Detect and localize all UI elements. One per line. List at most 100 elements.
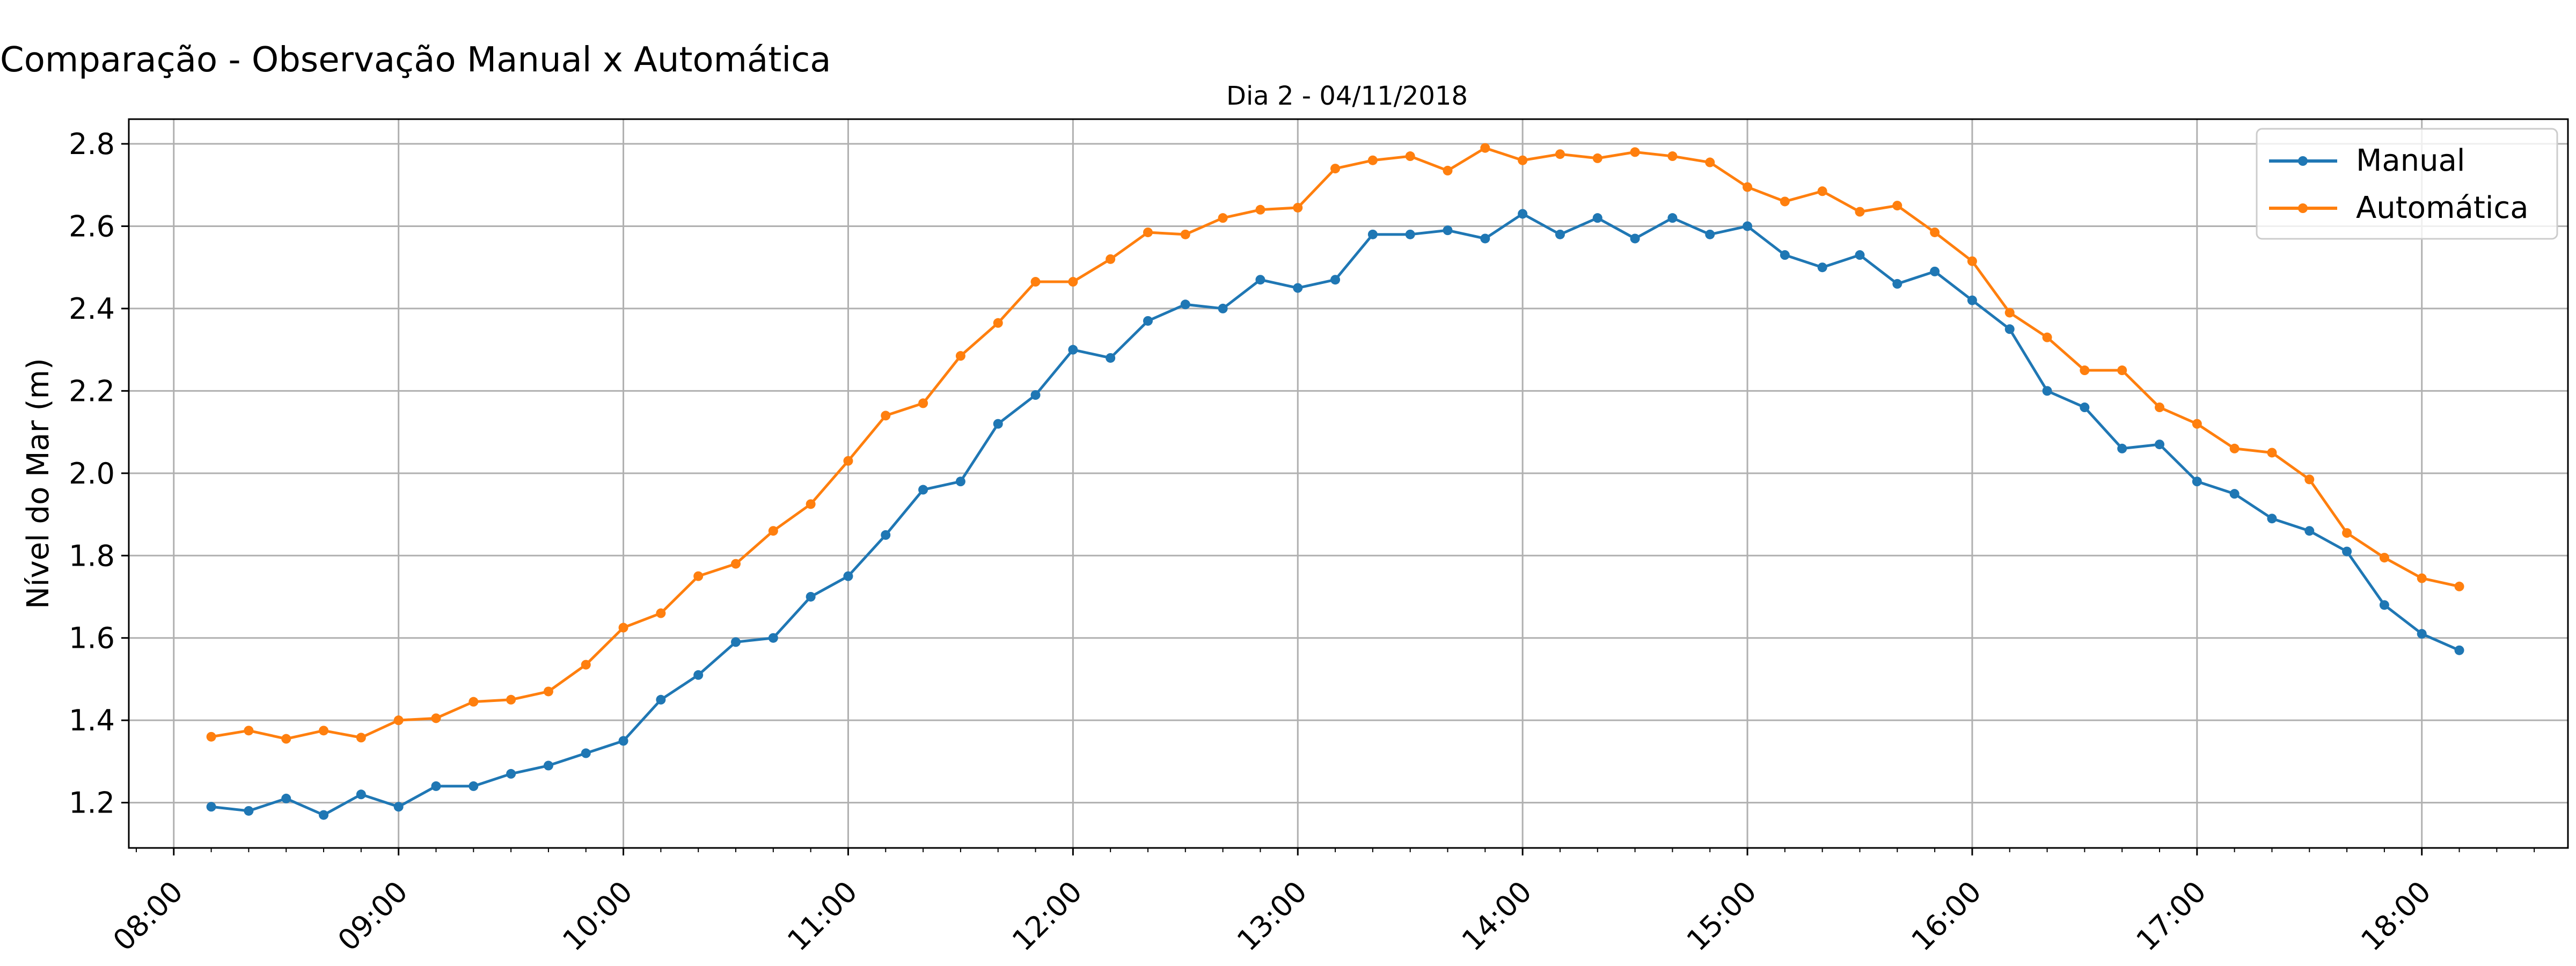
x-tick-label: 08:00	[106, 875, 189, 958]
data-point-automatica	[244, 726, 254, 736]
data-point-automatica	[1930, 227, 1940, 237]
data-point-automatica	[2304, 474, 2315, 485]
y-tick-label: 2.6	[69, 209, 115, 243]
data-point-automatica	[1218, 213, 1228, 223]
data-point-automatica	[431, 713, 441, 723]
data-point-automatica	[469, 697, 479, 707]
data-point-automatica	[506, 694, 516, 705]
data-point-manual	[656, 694, 666, 705]
data-point-manual	[1480, 233, 1490, 244]
data-point-automatica	[1106, 254, 1116, 264]
data-point-manual	[1592, 213, 1602, 223]
data-point-manual	[618, 736, 628, 746]
data-point-manual	[1518, 209, 1528, 219]
data-point-automatica	[1143, 227, 1153, 237]
series-line-automatica	[210, 147, 2461, 741]
data-point-automatica	[731, 559, 741, 569]
y-tick-label: 2.2	[69, 374, 115, 408]
data-point-automatica	[806, 499, 816, 509]
y-tick-label: 2.8	[69, 127, 115, 161]
data-point-manual	[2267, 514, 2277, 524]
data-point-manual	[1030, 390, 1041, 400]
data-point-automatica	[618, 623, 628, 633]
data-point-manual	[693, 670, 704, 680]
data-point-manual	[1367, 229, 1378, 239]
data-point-manual	[955, 477, 965, 487]
figure-title: Comparação - Observação Manual x Automát…	[0, 40, 831, 80]
data-point-manual	[2042, 386, 2052, 396]
data-point-manual	[2155, 440, 2165, 450]
x-tick-label: 11:00	[781, 875, 864, 958]
data-point-manual	[543, 760, 553, 771]
data-point-manual	[1892, 279, 1902, 289]
data-point-manual	[1255, 275, 1265, 285]
y-tick-label: 2.0	[69, 457, 115, 491]
data-point-automatica	[1630, 147, 1640, 157]
data-point-automatica	[2192, 419, 2202, 429]
data-point-manual	[1667, 213, 1678, 223]
data-point-manual	[2342, 546, 2352, 557]
x-tick-label: 17:00	[2129, 875, 2213, 958]
data-point-automatica	[656, 608, 666, 618]
data-point-automatica	[1180, 229, 1190, 239]
data-point-manual	[1630, 233, 1640, 244]
data-point-manual	[1967, 295, 1977, 305]
data-point-manual	[843, 571, 853, 581]
data-point-manual	[1143, 316, 1153, 326]
data-point-automatica	[1255, 204, 1265, 215]
data-point-manual	[2117, 443, 2127, 453]
plot-frame	[128, 118, 2569, 849]
data-point-automatica	[1293, 202, 1303, 213]
data-point-automatica	[319, 726, 329, 736]
data-point-automatica	[1443, 165, 1453, 175]
data-point-manual	[356, 789, 366, 800]
data-point-automatica	[1367, 155, 1378, 165]
data-point-automatica	[918, 398, 928, 408]
data-point-manual	[993, 419, 1003, 429]
data-point-automatica	[281, 734, 291, 744]
data-point-manual	[393, 802, 404, 812]
data-point-automatica	[1592, 153, 1602, 163]
data-point-automatica	[2379, 553, 2389, 563]
data-point-automatica	[1030, 277, 1041, 287]
data-point-manual	[1930, 266, 1940, 276]
data-point-manual	[2379, 600, 2389, 610]
data-point-manual	[918, 485, 928, 495]
x-tick-label: 09:00	[331, 875, 414, 958]
legend-label-manual: Manual	[2356, 143, 2465, 178]
data-point-manual	[806, 591, 816, 602]
data-point-manual	[2004, 324, 2015, 334]
x-tick-label: 14:00	[1455, 875, 1539, 958]
data-point-automatica	[693, 571, 704, 581]
y-tick-label: 1.2	[69, 786, 115, 820]
data-point-manual	[881, 530, 891, 540]
y-tick-label: 1.4	[69, 704, 115, 737]
data-point-automatica	[2042, 332, 2052, 342]
data-point-automatica	[581, 660, 591, 670]
legend-label-automatica: Automática	[2356, 191, 2529, 225]
series-lines	[206, 143, 2464, 820]
data-point-automatica	[1780, 196, 1790, 207]
data-point-manual	[581, 748, 591, 758]
data-point-automatica	[1068, 277, 1078, 287]
data-point-automatica	[2004, 308, 2015, 318]
data-point-automatica	[2342, 528, 2352, 538]
data-point-automatica	[881, 411, 891, 421]
legend-marker-automatica	[2298, 203, 2308, 213]
data-point-manual	[2229, 489, 2240, 499]
data-point-manual	[2304, 526, 2315, 536]
data-point-manual	[1780, 250, 1790, 260]
data-point-automatica	[1705, 157, 1715, 167]
data-point-automatica	[2454, 581, 2464, 591]
data-point-manual	[2417, 629, 2427, 639]
data-point-automatica	[1518, 155, 1528, 165]
x-tick-label: 12:00	[1006, 875, 1089, 958]
data-point-manual	[1817, 262, 1827, 273]
data-point-manual	[431, 781, 441, 791]
data-point-automatica	[1967, 256, 1977, 266]
data-point-manual	[206, 802, 216, 812]
legend-box	[2256, 128, 2558, 240]
data-point-manual	[1405, 229, 1415, 239]
data-point-manual	[2454, 645, 2464, 655]
data-point-manual	[1180, 299, 1190, 310]
